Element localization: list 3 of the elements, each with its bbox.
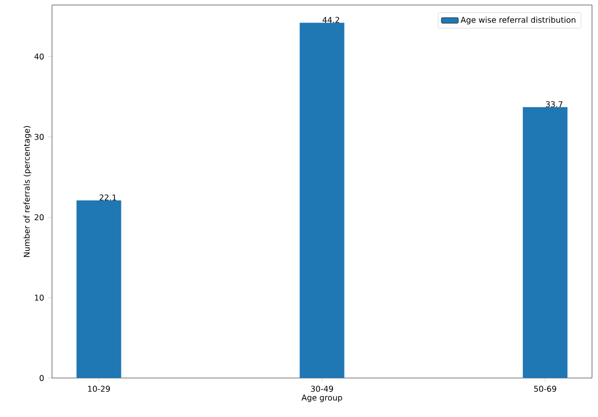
bar [522,107,568,378]
bar [300,22,344,378]
bar [76,200,122,378]
